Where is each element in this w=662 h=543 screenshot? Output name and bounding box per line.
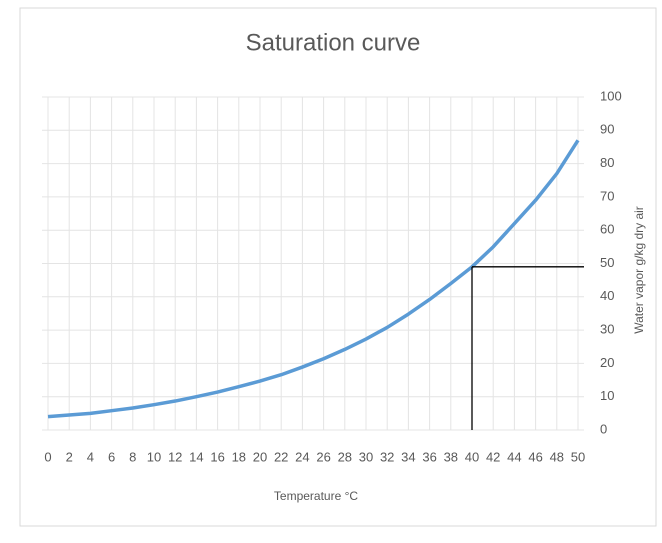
x-tick-label: 10 xyxy=(147,449,161,464)
x-tick-label: 30 xyxy=(359,449,373,464)
x-tick-label: 18 xyxy=(232,449,246,464)
x-tick-label: 8 xyxy=(129,449,136,464)
y-tick-label: 10 xyxy=(600,388,614,403)
x-tick-label: 16 xyxy=(210,449,224,464)
x-tick-label: 36 xyxy=(422,449,436,464)
x-tick-label: 0 xyxy=(44,449,51,464)
x-tick-label: 2 xyxy=(66,449,73,464)
y-tick-label: 60 xyxy=(600,222,614,237)
x-tick-label: 44 xyxy=(507,449,521,464)
line xyxy=(47,139,580,419)
y-tick-label: 100 xyxy=(600,88,622,103)
x-tick-label: 6 xyxy=(108,449,115,464)
x-tick-label: 34 xyxy=(401,449,415,464)
x-tick-label: 50 xyxy=(571,449,585,464)
y-tick-label: 80 xyxy=(600,155,614,170)
x-tick-label: 46 xyxy=(528,449,542,464)
x-tick-label: 40 xyxy=(465,449,479,464)
y-axis-label: Water vapor g/kg dry air xyxy=(632,206,646,334)
x-tick-label: 4 xyxy=(87,449,94,464)
x-tick-label: 14 xyxy=(189,449,203,464)
x-tick-label: 28 xyxy=(338,449,352,464)
x-tick-label: 12 xyxy=(168,449,182,464)
y-tick-label: 30 xyxy=(600,322,614,337)
x-tick-label: 48 xyxy=(550,449,564,464)
x-axis-label: Temperature °C xyxy=(274,489,358,503)
y-tick-label: 0 xyxy=(600,421,607,436)
x-tick-label: 38 xyxy=(444,449,458,464)
y-tick-label: 20 xyxy=(600,355,614,370)
x-tick-label: 20 xyxy=(253,449,267,464)
y-tick-label: 50 xyxy=(600,255,614,270)
x-tick-label: 26 xyxy=(316,449,330,464)
y-tick-label: 90 xyxy=(600,122,614,137)
x-tick-label: 32 xyxy=(380,449,394,464)
x-tick-label: 24 xyxy=(295,449,309,464)
y-tick-label: 40 xyxy=(600,288,614,303)
x-tick-label: 42 xyxy=(486,449,500,464)
y-tick-label: 70 xyxy=(600,188,614,203)
x-tick-label: 22 xyxy=(274,449,288,464)
chart-title: Saturation curve xyxy=(246,29,421,56)
